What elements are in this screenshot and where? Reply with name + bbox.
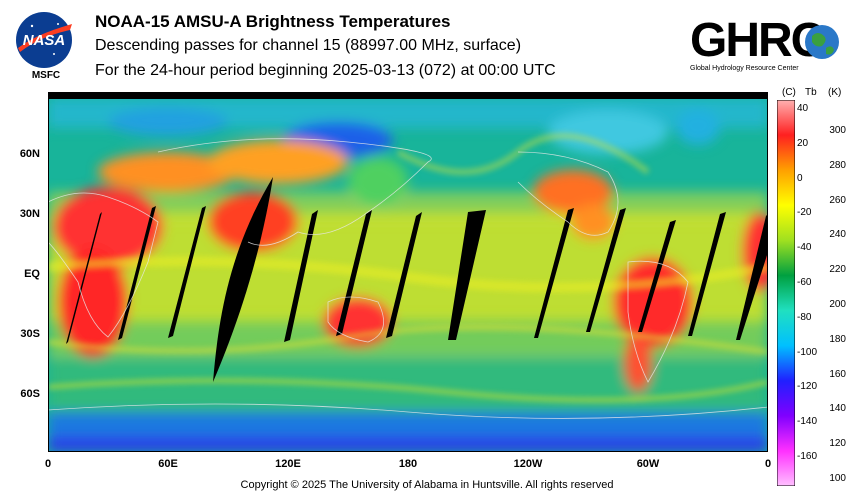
swath-gaps: [66, 177, 768, 382]
subtitle-channel: Descending passes for channel 15 (88997.…: [95, 37, 522, 54]
nasa-wordmark: NASA: [23, 32, 66, 49]
colorbar-celsius-label: -160: [797, 451, 818, 462]
colorbar-kelvin-label: 120: [829, 438, 846, 450]
colorbar-celsius-label: -120: [797, 381, 818, 393]
colorbar-celsius-label: -140: [797, 416, 818, 428]
lon-label-120w: 120W: [513, 458, 543, 470]
page-title: NOAA-15 AMSU-A Brightness Temperatures: [95, 12, 451, 31]
ghrc-logo: GHRC Global Hydrology Resource Center: [690, 10, 850, 76]
colorbar-celsius-label: 0: [797, 172, 803, 184]
copyright-footer: Copyright © 2025 The University of Alaba…: [240, 479, 614, 491]
coastlines: [47, 138, 769, 419]
colorbar-kelvin-label: 200: [829, 299, 846, 310]
colorbar-celsius-label: -40: [797, 242, 812, 254]
colorbar-kelvin-label: 260: [829, 194, 846, 206]
colorbar-kelvin-label: 300: [829, 125, 846, 136]
colorbar-kelvin-label: 100: [829, 473, 846, 484]
colorbar-celsius-label: 20: [797, 137, 809, 149]
colorbar-celsius-label: 40: [797, 103, 809, 114]
colorbar-kelvin-label: 240: [829, 229, 846, 241]
ghrc-caption: Global Hydrology Resource Center: [690, 65, 799, 72]
lon-label-0-left: 0: [44, 458, 52, 470]
colorbar-celsius-label: -60: [797, 277, 812, 288]
colorbar-fill: [776, 99, 796, 487]
lon-label-180: 180: [398, 458, 418, 470]
lon-label-120e: 120E: [275, 458, 301, 470]
colorbar-header-kelvin: (K): [828, 87, 842, 98]
lon-label-0-right: 0: [764, 458, 772, 470]
colorbar-celsius-label: -80: [797, 311, 812, 323]
lat-label-60n: 60N: [19, 148, 40, 160]
colorbar-header-celsius: (C): [782, 87, 796, 98]
colorbar-kelvin-label: 220: [829, 264, 846, 276]
lon-label-60e: 60E: [158, 458, 178, 470]
colorbar-celsius-label: -20: [797, 207, 812, 219]
colorbar-celsius-label: -100: [797, 346, 818, 358]
colorbar-kelvin-label: 180: [829, 333, 846, 345]
brightness-temperature-map: [47, 92, 778, 452]
lat-label-30n: 30N: [19, 208, 40, 220]
colorbar-kelvin-label: 140: [829, 403, 846, 415]
colorbar: [776, 99, 796, 487]
colorbar-kelvin-label: 280: [829, 159, 846, 171]
colorbar-header-tb: Tb: [805, 87, 817, 98]
msfc-label: MSFC: [31, 70, 61, 81]
lat-label-eq: EQ: [24, 268, 40, 280]
colorbar-kelvin-label: 160: [829, 368, 846, 380]
subtitle-period: For the 24-hour period beginning 2025-03…: [95, 62, 556, 79]
lon-label-60w: 60W: [636, 458, 660, 470]
lat-label-30s: 30S: [20, 328, 40, 340]
nasa-logo: NASA: [12, 8, 76, 80]
lat-label-60s: 60S: [20, 388, 40, 400]
ghrc-wordmark: GHRC: [690, 14, 825, 67]
